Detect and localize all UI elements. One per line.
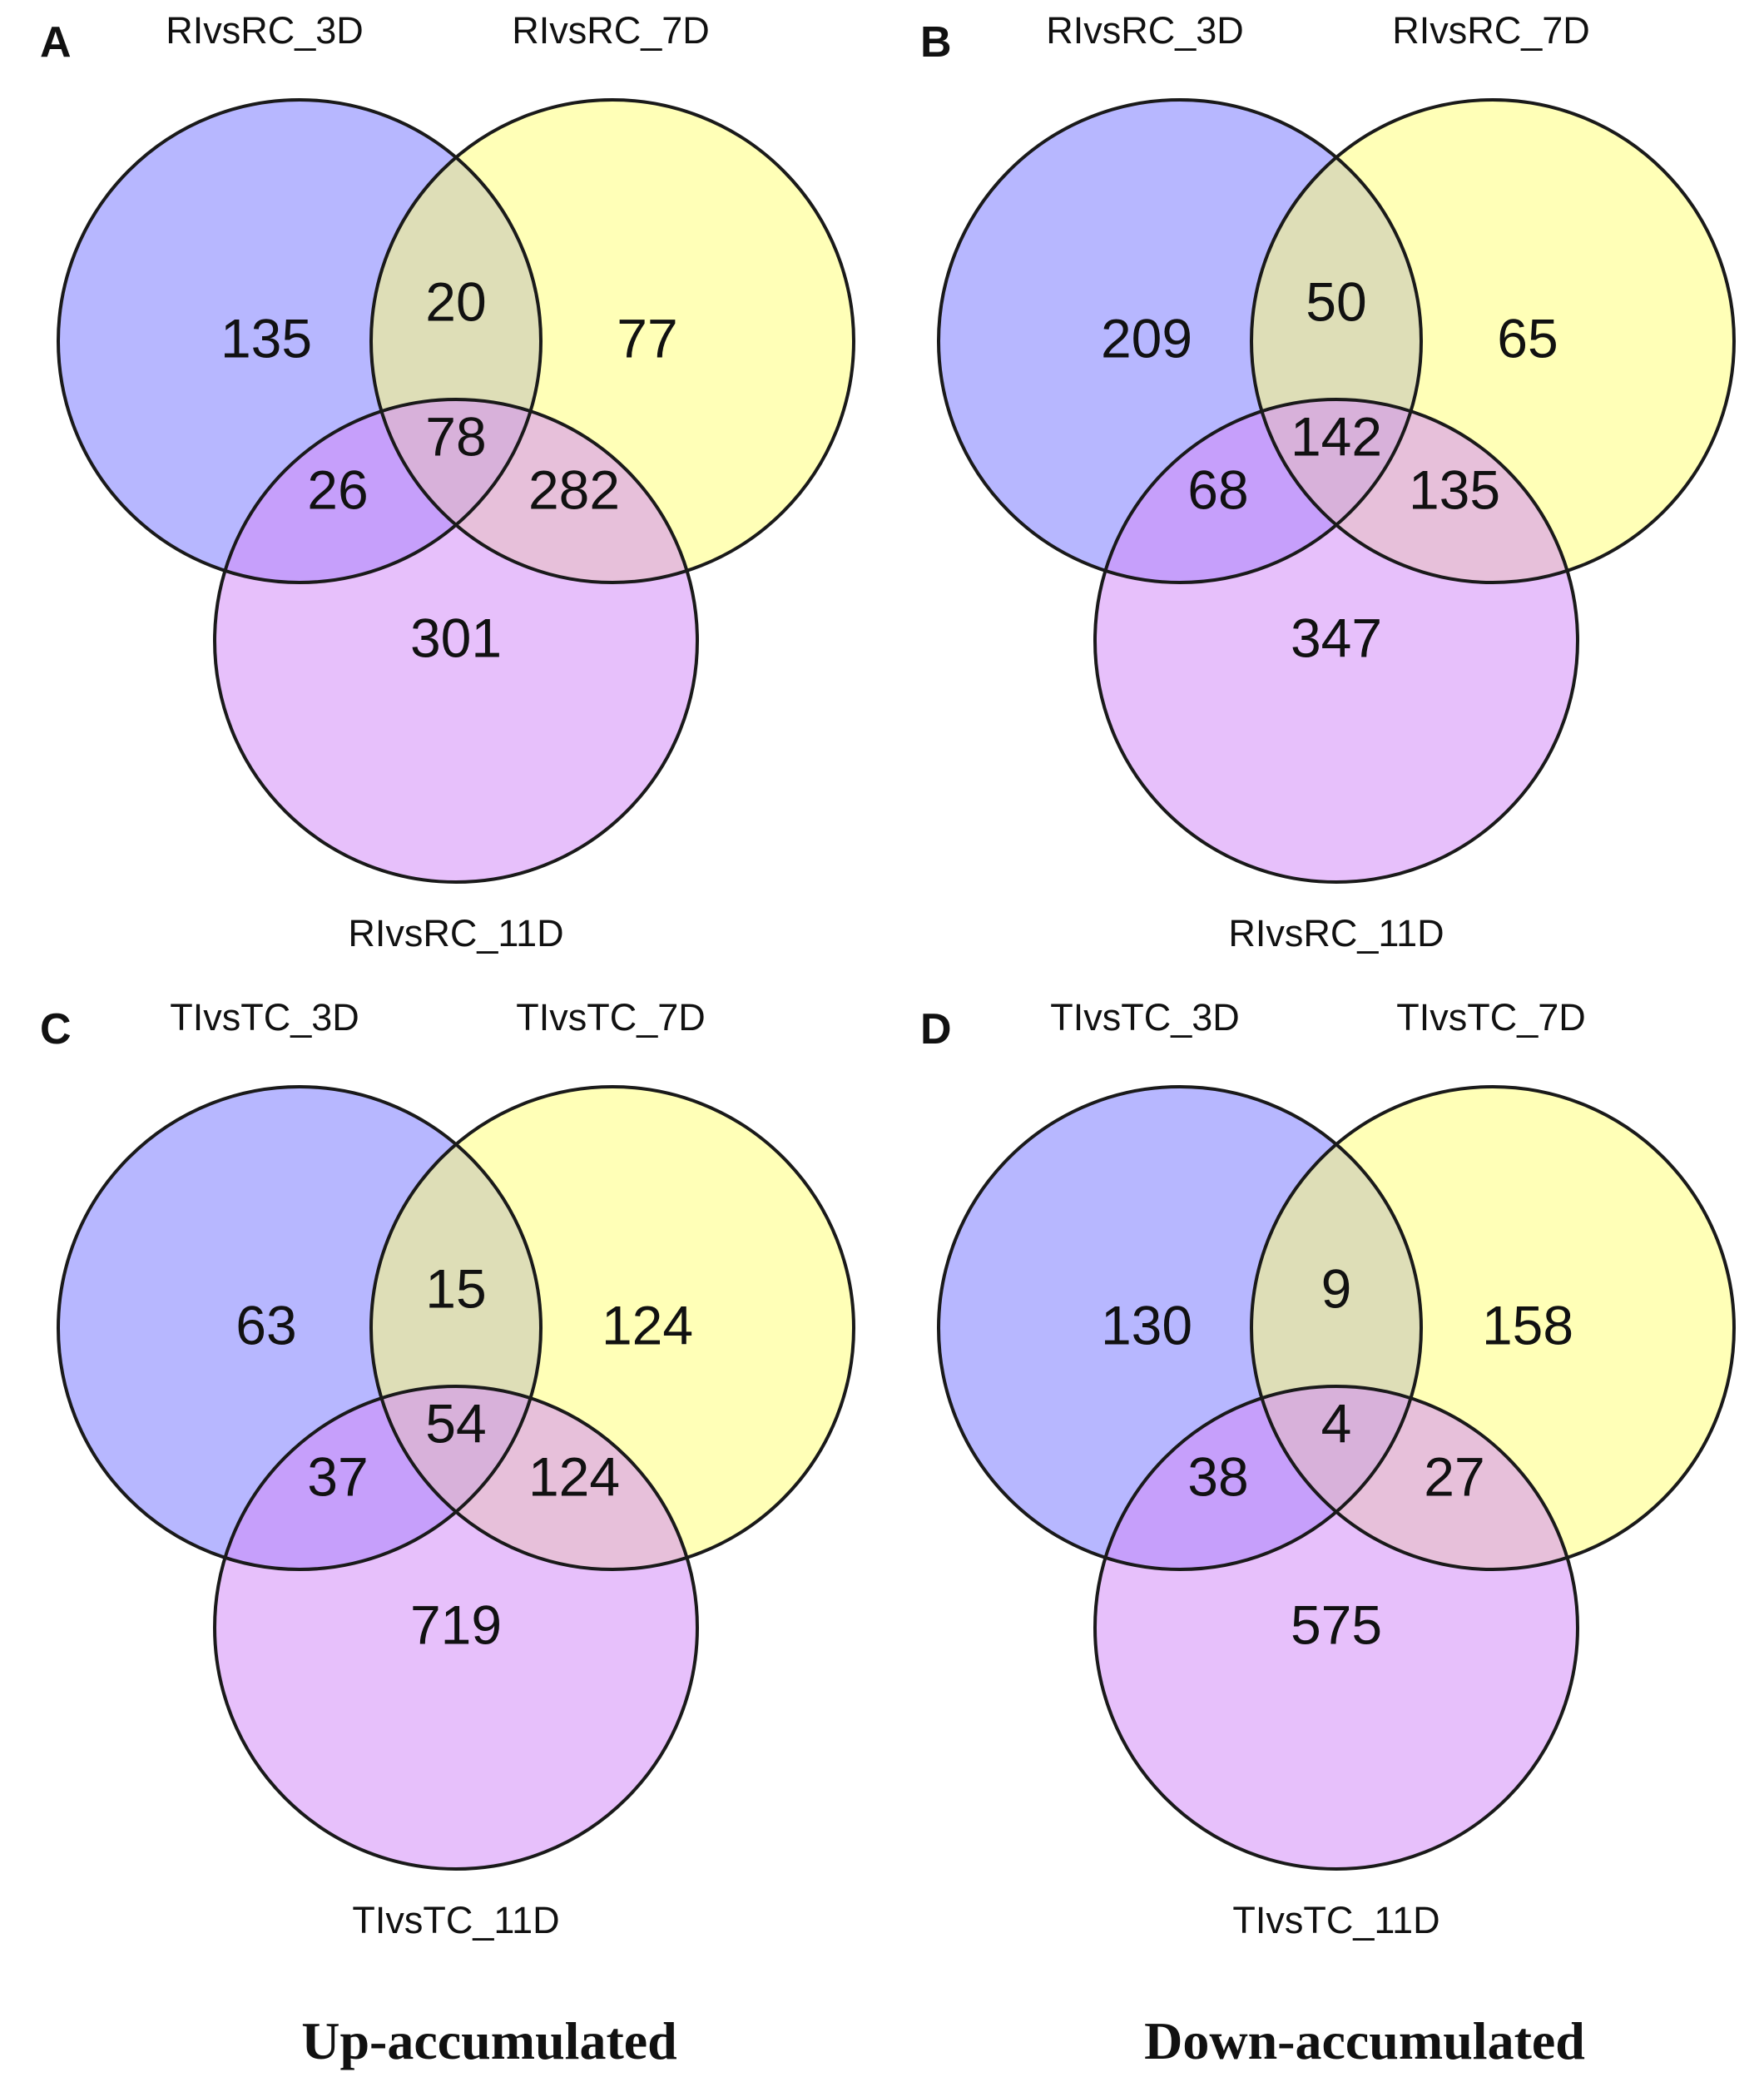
venn-circle-outline-3 <box>213 398 699 884</box>
venn-circle-fill-3 <box>1095 399 1578 882</box>
venn-circle-outline-1 <box>937 1085 1423 1571</box>
region-count-s13: 68 <box>1187 459 1248 520</box>
panel-letter: D <box>920 1005 952 1053</box>
venn-panel-c: C TIvsTC_3D TIvsTC_7D TIvsTC_11D 63 15 124 37 54… <box>40 996 855 1941</box>
set-label-1: TIvsTC_3D <box>170 996 359 1039</box>
venn-circle-outline-3 <box>213 1385 699 1871</box>
set-label-3: RIvsRC_11D <box>1228 912 1444 954</box>
region-count-s23: 135 <box>1409 459 1500 520</box>
venn-circle-outline-3 <box>1093 398 1579 884</box>
region-count-s13: 26 <box>307 459 368 520</box>
venn-panel-d: D TIvsTC_3D TIvsTC_7D TIvsTC_11D 130 9 158 38 4 2… <box>920 996 1736 1941</box>
venn-panel-b: B RIvsRC_3D RIvsRC_7D RIvsRC_11D 209 50 65 68 14… <box>920 9 1736 954</box>
venn-circle-outline-3 <box>1093 1385 1579 1871</box>
venn-panel-a: A RIvsRC_3D RIvsRC_7D RIvsRC_11D 135 20 77 26 78… <box>40 9 855 954</box>
region-count-only-3: 347 <box>1291 607 1382 668</box>
set-label-1: TIvsTC_3D <box>1050 996 1240 1039</box>
venn-circle-outline-1 <box>57 98 543 584</box>
region-count-s12: 50 <box>1306 270 1366 332</box>
footer-down-accumulated: Down-accumulated <box>1144 2011 1585 2070</box>
region-count-only-1: 135 <box>220 307 312 369</box>
region-count-only-2: 158 <box>1482 1294 1573 1356</box>
set-label-2: TIvsTC_7D <box>516 996 706 1039</box>
panel-letter: B <box>920 18 952 67</box>
set-label-2: RIvsRC_7D <box>1392 9 1590 52</box>
set-label-3: TIvsTC_11D <box>1232 1899 1439 1941</box>
venn-circle-outline-2 <box>369 98 855 584</box>
region-count-s12: 20 <box>425 270 486 332</box>
footer-up-accumulated: Up-accumulated <box>301 2011 677 2070</box>
set-label-1: RIvsRC_3D <box>1046 9 1244 52</box>
region-count-only-3: 301 <box>410 607 502 668</box>
venn-circle-outline-1 <box>57 1085 543 1571</box>
region-count-only-1: 130 <box>1101 1294 1192 1356</box>
region-count-s12: 15 <box>425 1257 486 1319</box>
region-count-only-3: 719 <box>410 1594 502 1655</box>
region-count-s123: 54 <box>425 1392 486 1454</box>
region-count-only-3: 575 <box>1291 1594 1382 1655</box>
set-label-1: RIvsRC_3D <box>166 9 364 52</box>
region-count-s12: 9 <box>1321 1257 1352 1319</box>
region-count-s23: 124 <box>528 1445 620 1507</box>
set-label-3: RIvsRC_11D <box>348 912 563 954</box>
region-count-s23: 282 <box>528 459 620 520</box>
panel-letter: C <box>40 1005 72 1053</box>
venn-circle-outline-2 <box>1250 98 1736 584</box>
region-count-s123: 142 <box>1291 405 1382 467</box>
region-count-s13: 38 <box>1187 1445 1248 1507</box>
region-count-s13: 37 <box>307 1445 368 1507</box>
venn-circle-outline-1 <box>937 98 1423 584</box>
venn-circle-fill-3 <box>215 1386 697 1869</box>
region-count-s123: 4 <box>1321 1392 1352 1454</box>
set-label-2: RIvsRC_7D <box>512 9 710 52</box>
set-label-2: TIvsTC_7D <box>1396 996 1586 1039</box>
panel-letter: A <box>40 18 72 67</box>
region-count-s123: 78 <box>425 405 486 467</box>
venn-panels: A RIvsRC_3D RIvsRC_7D RIvsRC_11D 135 20 77 26 78… <box>40 9 1736 1941</box>
venn-circle-fill-3 <box>1095 1386 1578 1869</box>
region-count-only-2: 65 <box>1497 307 1558 369</box>
region-count-only-2: 77 <box>617 307 677 369</box>
venn-circle-outline-2 <box>1250 1085 1736 1571</box>
venn-circle-fill-3 <box>215 399 697 882</box>
region-count-s23: 27 <box>1424 1445 1484 1507</box>
set-label-3: TIvsTC_11D <box>352 1899 559 1941</box>
venn-circle-outline-2 <box>369 1085 855 1571</box>
region-count-only-2: 124 <box>602 1294 693 1356</box>
region-count-only-1: 63 <box>235 1294 296 1356</box>
region-count-only-1: 209 <box>1101 307 1192 369</box>
